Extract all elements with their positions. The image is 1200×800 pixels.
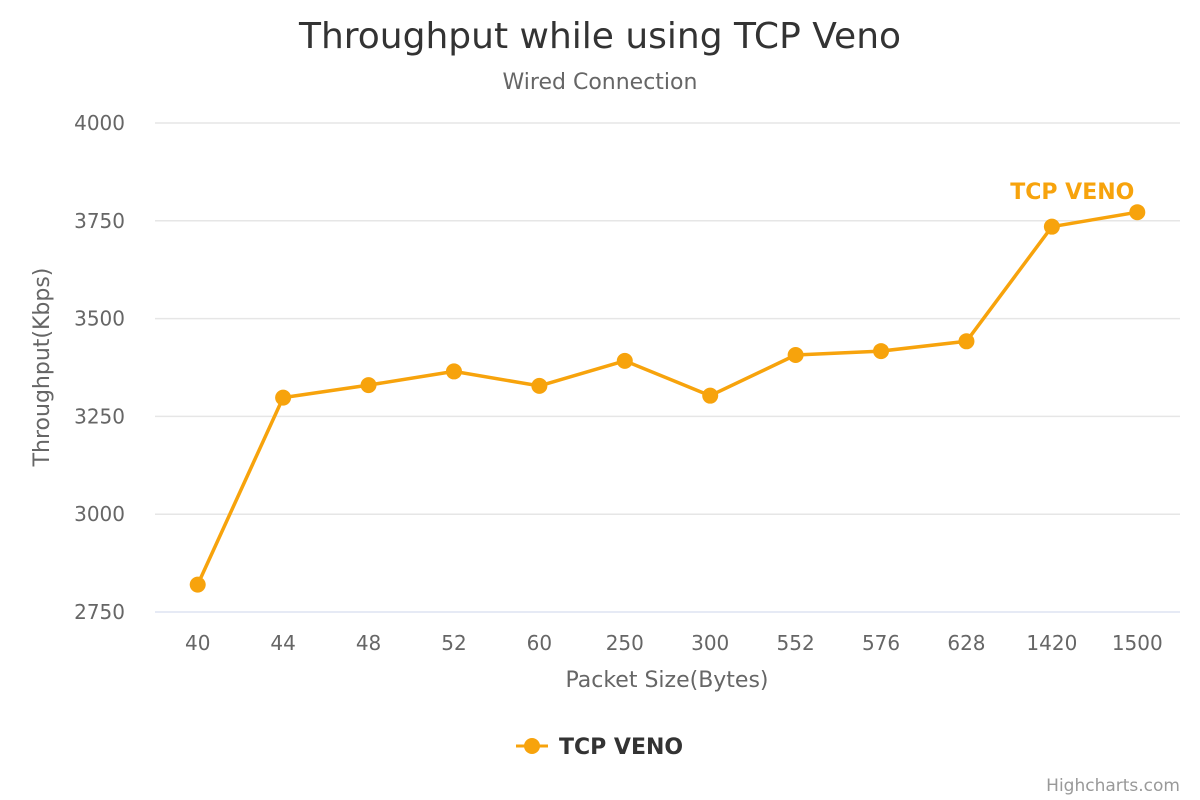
series-end-label: TCP VENO bbox=[1010, 180, 1134, 205]
x-tick-label: 44 bbox=[270, 631, 295, 655]
series-layer: TCP VENO bbox=[189, 180, 1146, 593]
x-tick-label: 60 bbox=[527, 631, 552, 655]
x-tick-label: 40 bbox=[185, 631, 210, 655]
data-point[interactable] bbox=[787, 346, 804, 363]
x-tick-label: 52 bbox=[441, 631, 466, 655]
grid-lines bbox=[155, 122, 1180, 515]
data-point[interactable] bbox=[1043, 218, 1060, 235]
series-line bbox=[196, 210, 1138, 586]
data-point[interactable] bbox=[360, 377, 377, 394]
chart-subtitle: Wired Connection bbox=[503, 70, 698, 95]
y-tick-label: 2750 bbox=[74, 600, 125, 624]
legend-item-label[interactable]: TCP VENO bbox=[559, 735, 683, 760]
x-tick-label: 1420 bbox=[1026, 631, 1077, 655]
data-point[interactable] bbox=[1129, 204, 1146, 221]
x-tick-label: 48 bbox=[356, 631, 381, 655]
legend[interactable]: TCP VENO bbox=[516, 735, 683, 760]
y-tick-label: 3750 bbox=[74, 209, 125, 233]
credits-link[interactable]: Highcharts.com bbox=[1046, 776, 1180, 796]
data-point[interactable] bbox=[958, 333, 975, 350]
data-point[interactable] bbox=[616, 352, 633, 369]
data-point[interactable] bbox=[189, 576, 206, 593]
data-point[interactable] bbox=[445, 363, 462, 380]
x-tick-label: 300 bbox=[691, 631, 729, 655]
x-tick-label: 628 bbox=[947, 631, 985, 655]
data-point[interactable] bbox=[531, 377, 548, 394]
x-tick-label: 250 bbox=[606, 631, 644, 655]
x-tick-label: 1500 bbox=[1112, 631, 1163, 655]
data-point[interactable] bbox=[702, 387, 719, 404]
y-tick-label: 4000 bbox=[74, 111, 125, 135]
y-axis-ticks: 2750 3000 3250 3500 3750 4000 bbox=[74, 111, 125, 624]
x-tick-label: 576 bbox=[862, 631, 900, 655]
y-tick-label: 3000 bbox=[74, 502, 125, 526]
data-point[interactable] bbox=[275, 389, 292, 406]
chart-title: Throughput while using TCP Veno bbox=[298, 16, 901, 57]
y-tick-label: 3500 bbox=[74, 307, 125, 331]
x-tick-label: 552 bbox=[777, 631, 815, 655]
x-axis-title: Packet Size(Bytes) bbox=[565, 668, 768, 693]
y-tick-label: 3250 bbox=[74, 404, 125, 428]
y-axis-title: Throughput(Kbps) bbox=[30, 268, 55, 468]
legend-marker-symbol bbox=[524, 738, 540, 754]
x-axis-ticks: 40 44 48 52 60 250 300 552 576 628 1420 1500 bbox=[185, 631, 1163, 655]
data-point[interactable] bbox=[873, 343, 890, 360]
